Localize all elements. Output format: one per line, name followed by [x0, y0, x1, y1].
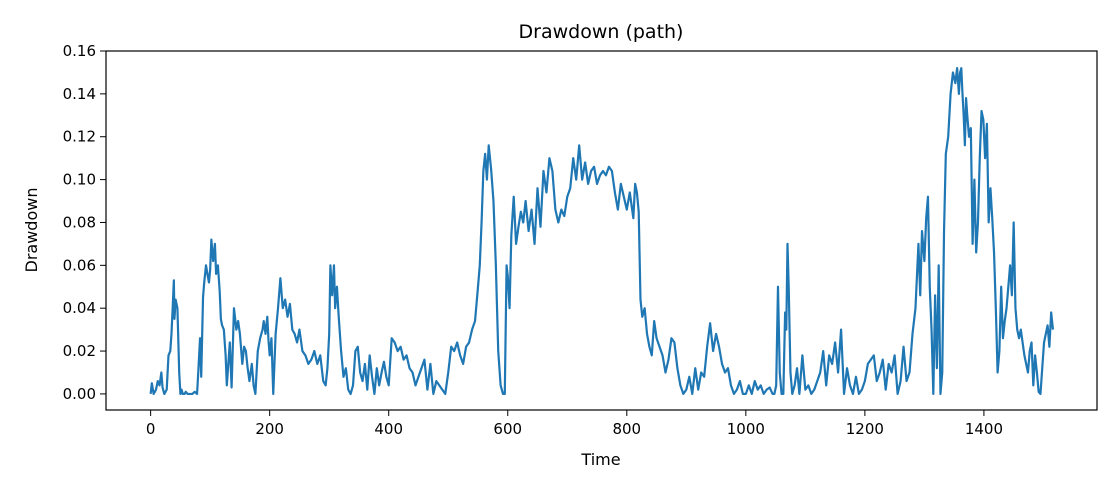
y-tick-label: 0.02 [63, 342, 96, 360]
x-axis-ticks: 0 200 400 600 800 1000 1200 1400 [146, 410, 1003, 438]
y-axis-ticks: 0.00 0.02 0.04 0.06 0.08 0.10 0.12 0.14 0.16 [63, 42, 106, 403]
x-tick-label: 600 [493, 420, 522, 438]
x-tick-label: 400 [374, 420, 403, 438]
x-tick-label: 1000 [727, 420, 765, 438]
drawdown-series-line [149, 67, 1055, 396]
y-tick-label: 0.14 [63, 85, 96, 103]
x-tick-label: 800 [612, 420, 641, 438]
x-tick-label: 200 [255, 420, 284, 438]
y-tick-label: 0.04 [63, 299, 96, 317]
y-tick-label: 0.12 [63, 128, 96, 146]
y-tick-label: 0.10 [63, 171, 96, 189]
x-tick-label: 1200 [846, 420, 884, 438]
x-tick-label: 0 [146, 420, 156, 438]
plot-frame [105, 50, 1098, 411]
y-axis-label: Drawdown [22, 188, 41, 273]
x-tick-label: 1400 [965, 420, 1003, 438]
y-tick-label: 0.06 [63, 256, 96, 274]
y-tick-label: 0.08 [63, 213, 96, 231]
y-tick-label: 0.16 [63, 42, 96, 60]
chart-title: Drawdown (path) [519, 21, 684, 43]
x-axis-label: Time [580, 450, 620, 469]
y-tick-label: 0.00 [63, 385, 96, 403]
